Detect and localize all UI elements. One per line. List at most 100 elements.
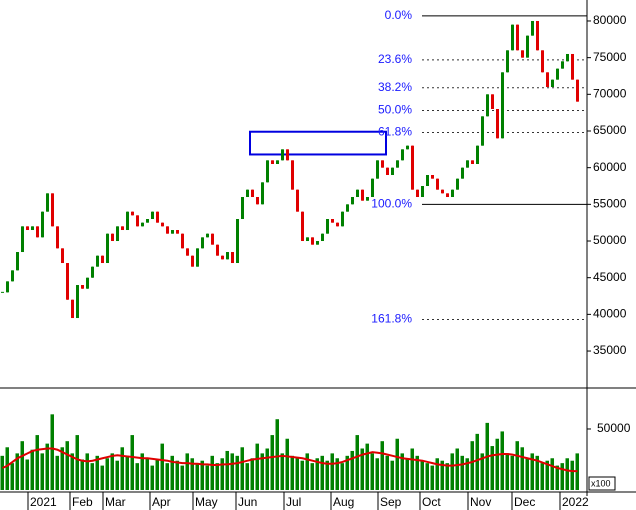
volume-bar (15, 453, 19, 490)
candle (106, 233, 109, 264)
zone (249, 130, 387, 156)
volume-bar (525, 458, 529, 490)
candle (241, 197, 244, 220)
candle (391, 167, 394, 176)
volume-bar (275, 419, 279, 490)
candle (256, 197, 259, 205)
candle (196, 248, 199, 267)
candle (21, 226, 24, 253)
candle (341, 211, 344, 227)
candle (236, 219, 239, 264)
fib-label: 161.8% (371, 312, 412, 326)
volume-bar (150, 465, 154, 490)
fib-label: 100.0% (371, 197, 412, 211)
candle (191, 255, 194, 267)
candle (431, 175, 434, 179)
candle (156, 211, 159, 223)
unit-label: x100 (591, 478, 611, 488)
candle (111, 233, 114, 242)
candle (291, 160, 294, 190)
volume-bar (535, 455, 539, 490)
candle (261, 182, 264, 205)
volume-bar (295, 458, 299, 490)
candle (31, 226, 34, 231)
volume-bar (55, 455, 59, 490)
volume-bar (450, 453, 454, 490)
volume-bar (265, 448, 269, 490)
candle (161, 222, 164, 227)
x-tick-label: 2022 (562, 495, 589, 509)
volume-bar (555, 465, 559, 490)
volume-bar (35, 435, 39, 490)
volume-bar (305, 453, 309, 490)
volume-bar (480, 453, 484, 490)
volume-bar (490, 446, 494, 490)
volume-bar (95, 455, 99, 490)
volume-bar (0, 455, 4, 490)
y-tick-label: 75000 (593, 50, 627, 64)
volume-bar (10, 463, 14, 490)
candle (471, 160, 474, 165)
y-tick-label: 45000 (593, 270, 627, 284)
candle (276, 160, 279, 165)
volume-bar (390, 460, 394, 490)
candle (571, 53, 574, 80)
volume-bar (370, 453, 374, 490)
candle (231, 252, 234, 264)
volume-bar (120, 447, 124, 490)
candle (136, 215, 139, 227)
candle (286, 149, 289, 161)
volume-bar (240, 447, 244, 490)
candle (326, 219, 329, 234)
volume-bar (565, 458, 569, 490)
volume-bar (20, 441, 24, 490)
volume-bar (300, 460, 304, 490)
volume-bar (375, 458, 379, 490)
y-tick-label: 80000 (593, 13, 627, 27)
volume-bar (340, 463, 344, 490)
volume-bar (210, 455, 214, 490)
volume-bar (365, 443, 369, 490)
volume-bar (515, 441, 519, 490)
volume-bar (145, 458, 149, 490)
candle (6, 281, 9, 293)
candle (146, 219, 149, 223)
candle (401, 149, 404, 161)
x-tick-label: Apr (152, 495, 171, 509)
volume-bar (75, 435, 79, 490)
candle (251, 189, 254, 198)
candle (226, 252, 229, 260)
volume-bar (345, 455, 349, 490)
candle (316, 241, 319, 245)
volume-bar (50, 414, 54, 490)
volume-bar (135, 463, 139, 490)
candle (141, 222, 144, 227)
candle (86, 277, 89, 289)
volume-bar (470, 441, 474, 490)
volume-bar (160, 443, 164, 490)
x-tick-label: Mar (105, 495, 126, 509)
candle (311, 237, 314, 245)
candle (546, 72, 549, 87)
x-tick-label: Jul (286, 495, 301, 509)
x-tick-label: 2021 (30, 495, 57, 509)
candle (296, 189, 299, 212)
volume-bar (400, 453, 404, 490)
volume-bar (360, 448, 364, 490)
candle (151, 211, 154, 220)
volume-bar (410, 448, 414, 490)
candle (396, 160, 399, 168)
fib-label: 0.0% (385, 8, 413, 22)
candle (461, 167, 464, 179)
volume-bar (310, 463, 314, 490)
candle (376, 160, 379, 179)
candle (486, 94, 489, 117)
x-tick-label: Oct (422, 495, 441, 509)
volume-bar (155, 459, 159, 490)
candle (346, 204, 349, 212)
candle (501, 72, 504, 139)
candle (26, 226, 29, 231)
candle (266, 160, 269, 183)
candle (331, 219, 334, 223)
volume-bar (385, 455, 389, 490)
